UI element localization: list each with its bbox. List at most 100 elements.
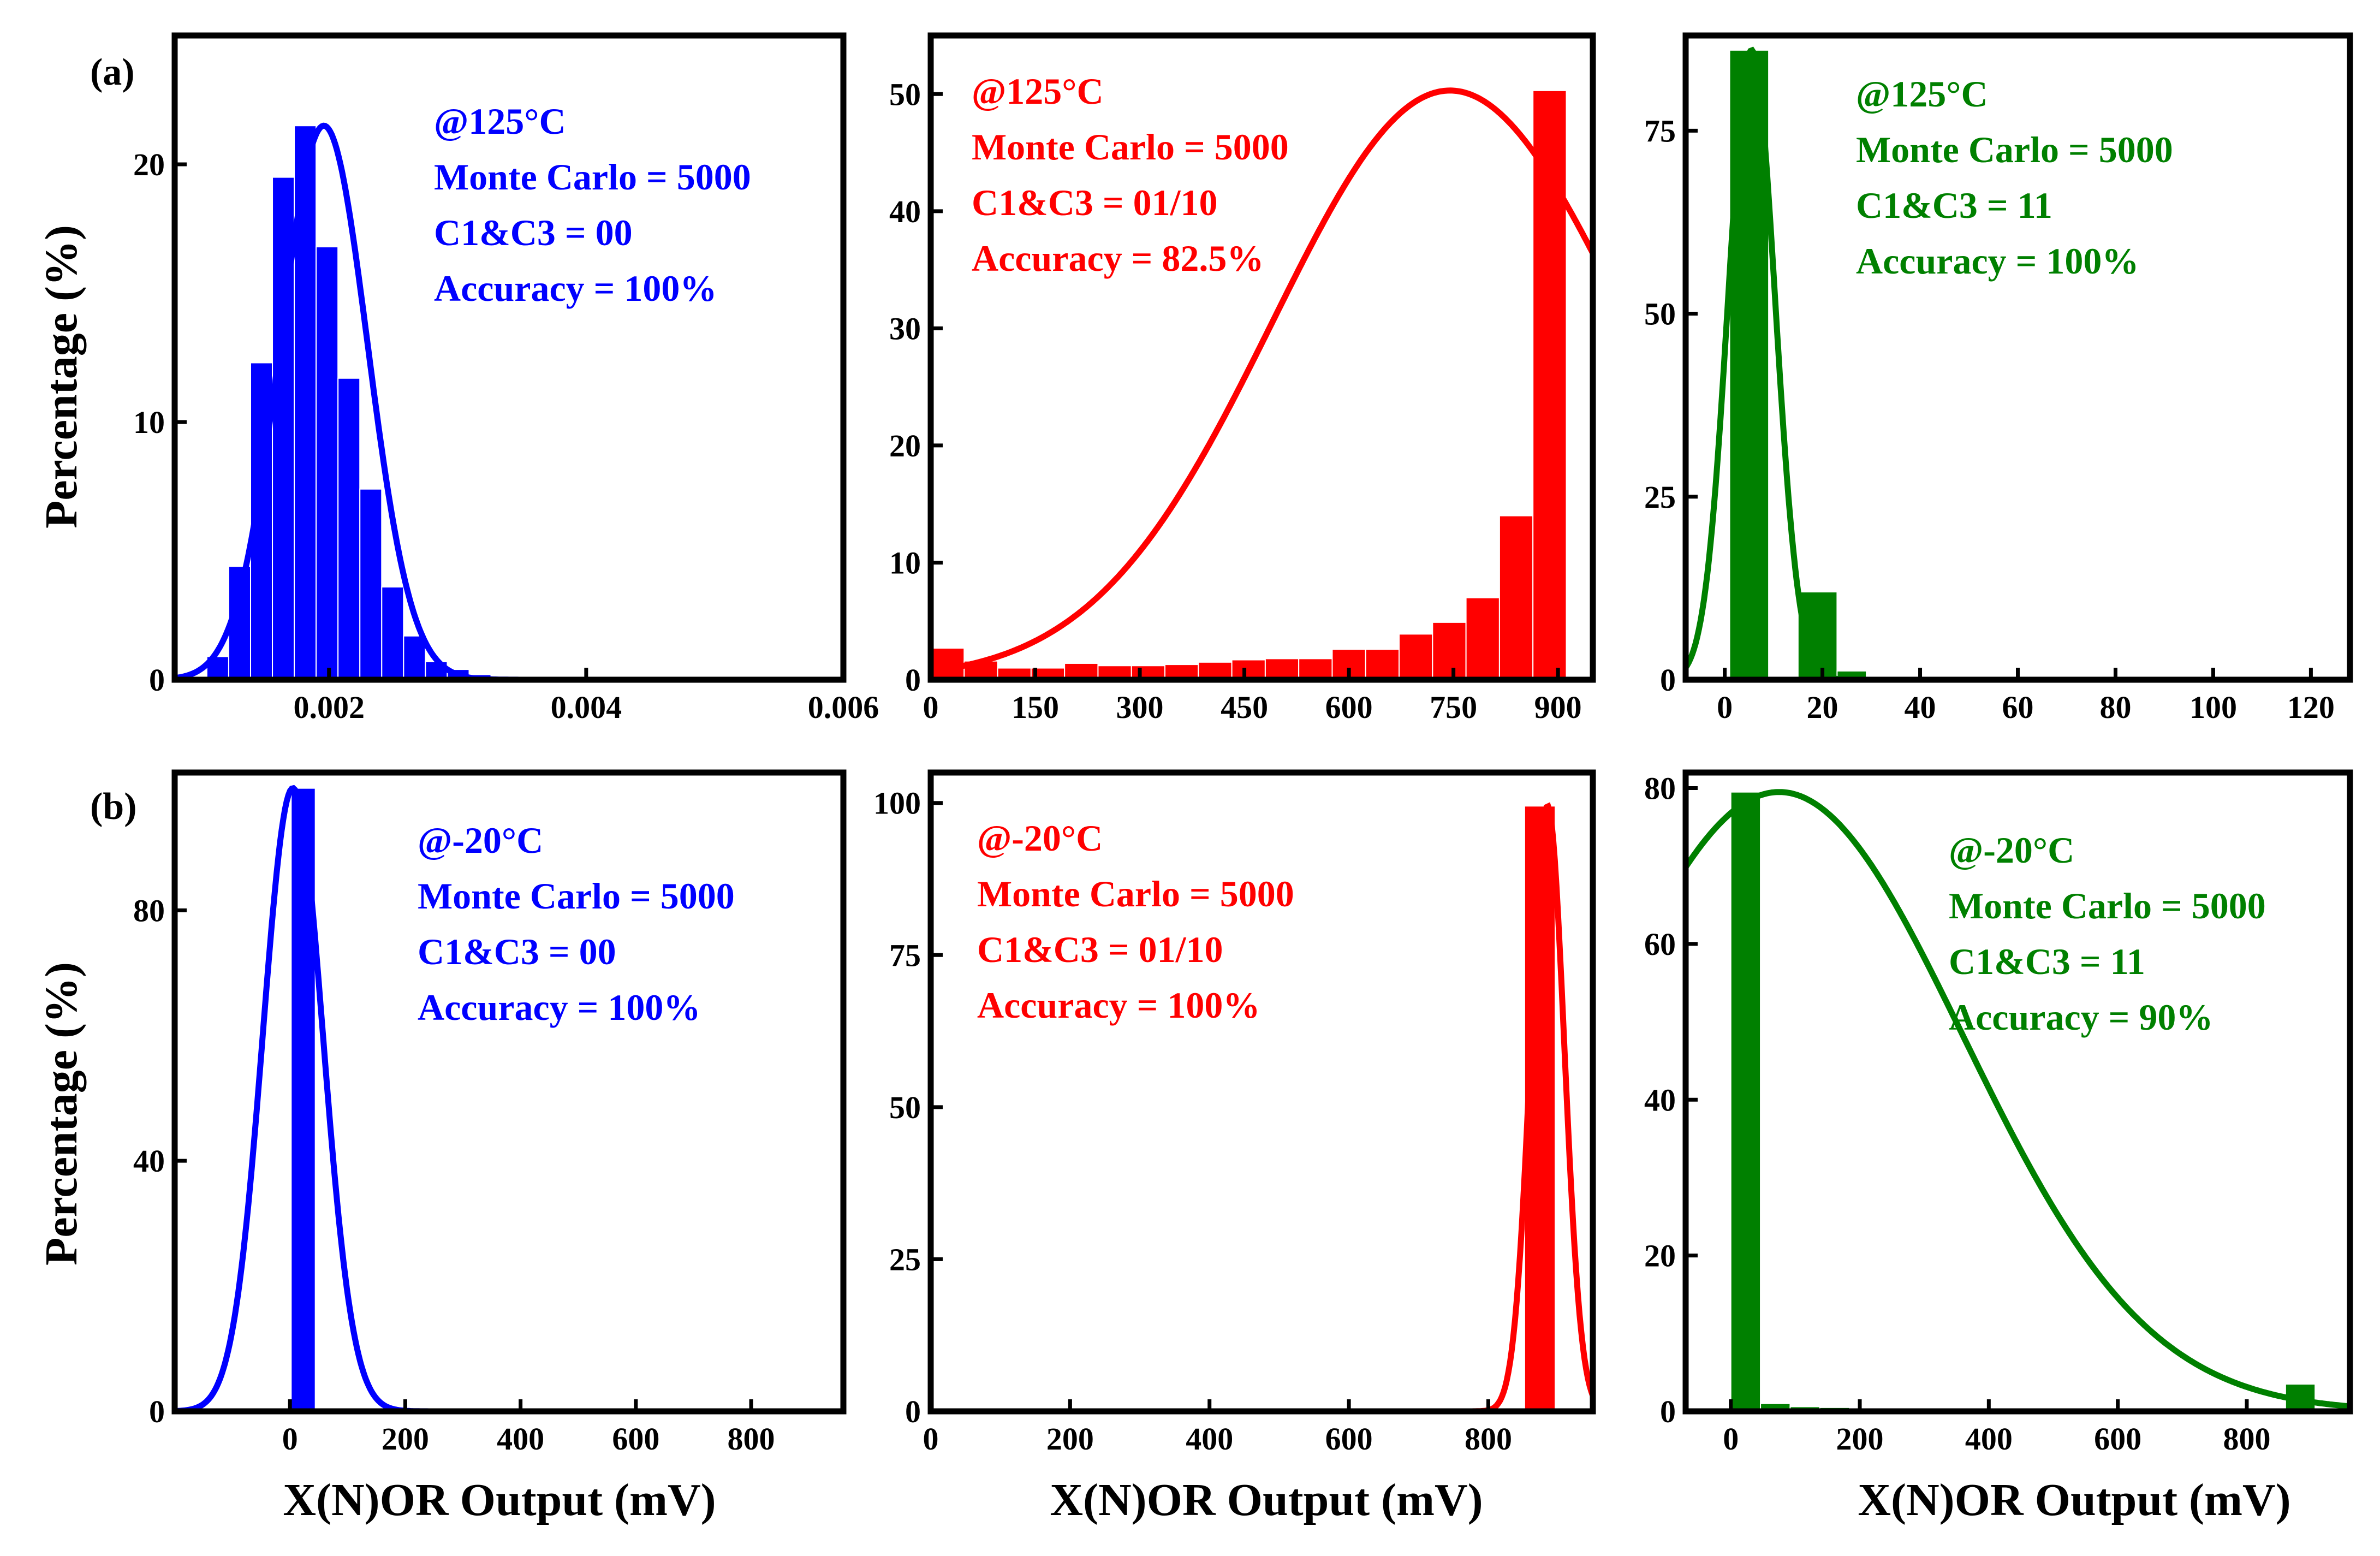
histogram-bar-15 xyxy=(1399,633,1433,680)
x-tick-label: 0 xyxy=(282,1421,298,1457)
chart-panel-b-neg20c-c1c3-00: 0 200 400 600 800 0 40 80 @-20°C Monte Carlo = 50… xyxy=(133,769,847,1457)
annotation-line-3: C1&C3 = 11 xyxy=(1856,185,2052,226)
x-tick-label: 400 xyxy=(1186,1421,1233,1457)
annotation-line-4: Accuracy = 90% xyxy=(1949,996,2213,1038)
y-tick-label: 80 xyxy=(133,893,165,928)
annotation-line-2: Monte Carlo = 5000 xyxy=(1949,885,2266,927)
plot-area xyxy=(931,87,1593,680)
x-tick-label: 0 xyxy=(1717,690,1733,725)
y-tick-label: 20 xyxy=(133,147,165,182)
annotation-line-4: Accuracy = 100% xyxy=(1856,240,2139,282)
x-tick-label: 40 xyxy=(1905,690,1936,725)
y-tick-label: 40 xyxy=(1644,1082,1676,1118)
y-axis-label-row-a: Percentage (%) xyxy=(36,225,87,528)
x-tick-label: 0.002 xyxy=(293,690,365,725)
x-axis-label-col-1: X(N)OR Output (mV) xyxy=(283,1475,716,1525)
annotation-line-4: Accuracy = 100% xyxy=(977,984,1260,1026)
x-tick-label: 0 xyxy=(1723,1421,1739,1457)
annotation-line-4: Accuracy = 100% xyxy=(418,987,700,1028)
fit-curve xyxy=(175,785,843,1411)
x-axis-label-col-2: X(N)OR Output (mV) xyxy=(1050,1475,1483,1525)
x-tick-label: 120 xyxy=(2287,690,2335,725)
y-tick-label: 50 xyxy=(889,1090,921,1125)
x-tick-label: 800 xyxy=(728,1421,775,1457)
x-tick-label: 900 xyxy=(1534,690,1582,725)
annotation-line-2: Monte Carlo = 5000 xyxy=(1856,129,2173,170)
histogram-bar-14 xyxy=(1365,649,1400,680)
histogram-bar-1 xyxy=(1730,791,1762,1411)
histogram-bar-18 xyxy=(1498,515,1534,680)
histogram-bar-6 xyxy=(316,246,339,680)
histogram-bar-11 xyxy=(1264,658,1300,680)
fit-curve xyxy=(1686,46,2350,680)
histogram-bar-17 xyxy=(1465,597,1500,680)
row-label-b: (b) xyxy=(90,786,137,828)
histogram-bar-12 xyxy=(1298,658,1333,680)
annotation-line-2: Monte Carlo = 5000 xyxy=(972,126,1289,168)
chart-panel-a-125c-c1c3-01-10: 0 150 300 450 600 750 900 0 10 20 30 40 50 @125°C Mont… xyxy=(889,32,1596,725)
chart-panel-a-125c-c1c3-00: 0.002 0.004 0.006 0 10 20 @125°C Monte Carlo = … xyxy=(133,32,879,725)
y-tick-label: 75 xyxy=(1644,113,1676,149)
x-tick-label: 400 xyxy=(497,1421,544,1457)
y-tick-label: 60 xyxy=(1644,927,1676,962)
y-tick-label: 0 xyxy=(149,1394,165,1429)
axes-frame xyxy=(1682,769,2353,1415)
x-tick-label: 600 xyxy=(1325,690,1373,725)
y-tick-label: 0 xyxy=(905,662,921,698)
x-tick-label: 600 xyxy=(612,1421,659,1457)
y-tick-label: 10 xyxy=(133,405,165,440)
y-tick-label: 0 xyxy=(905,1394,921,1429)
y-tick-label: 80 xyxy=(1644,771,1676,806)
x-tick-label: 60 xyxy=(2002,690,2034,725)
annotation-line-1: @-20°C xyxy=(1949,829,2074,871)
annotation-line-1: @-20°C xyxy=(977,817,1103,859)
x-tick-label: 80 xyxy=(2099,690,2131,725)
x-tick-label: 0.004 xyxy=(551,690,622,725)
histogram-bar-16 xyxy=(1432,621,1467,680)
x-tick-label: 20 xyxy=(1807,690,1838,725)
histogram-bar-8 xyxy=(359,488,383,680)
row-label-a: (a) xyxy=(90,51,135,93)
y-tick-label: 100 xyxy=(873,786,921,821)
chart-panel-b-neg20c-c1c3-11: 0 200 400 600 800 0 20 40 60 80 @-20°C Monte Carlo … xyxy=(1644,769,2353,1457)
annotation-line-2: Monte Carlo = 5000 xyxy=(434,156,751,198)
chart-panel-a-125c-c1c3-11: 0 20 40 60 80 100 120 0 25 50 75 @125°C Monte Carlo … xyxy=(1644,32,2353,725)
annotation-line-1: @125°C xyxy=(1856,73,1988,115)
y-tick-label: 25 xyxy=(889,1242,921,1277)
fit-curve xyxy=(931,87,1593,675)
x-tick-label: 800 xyxy=(1465,1421,1512,1457)
x-tick-label: 800 xyxy=(2223,1421,2270,1457)
histogram-bar-10 xyxy=(1231,659,1266,680)
y-tick-label: 75 xyxy=(889,937,921,973)
axes-frame xyxy=(171,769,847,1415)
annotation-line-3: C1&C3 = 01/10 xyxy=(977,929,1223,970)
annotation-line-3: C1&C3 = 01/10 xyxy=(972,182,1218,223)
x-tick-label: 0 xyxy=(923,690,939,725)
x-tick-label: 600 xyxy=(2094,1421,2141,1457)
x-tick-label: 200 xyxy=(1836,1421,1884,1457)
x-tick-label: 200 xyxy=(1046,1421,1094,1457)
annotation-line-3: C1&C3 = 11 xyxy=(1949,941,2145,982)
x-tick-label: 200 xyxy=(382,1421,429,1457)
plot-area xyxy=(1686,46,2350,680)
annotation-line-2: Monte Carlo = 5000 xyxy=(977,873,1294,914)
y-tick-label: 0 xyxy=(1660,1394,1676,1429)
x-tick-label: 600 xyxy=(1325,1421,1373,1457)
y-tick-label: 30 xyxy=(889,311,921,346)
y-axis-label-row-b: Percentage (%) xyxy=(36,962,87,1266)
annotation-line-1: @125°C xyxy=(972,70,1104,112)
x-tick-label: 750 xyxy=(1430,690,1477,725)
annotation-line-4: Accuracy = 82.5% xyxy=(972,237,1264,279)
x-tick-label: 400 xyxy=(1965,1421,2013,1457)
x-tick-label: 100 xyxy=(2189,690,2237,725)
annotation-line-1: @-20°C xyxy=(418,819,543,861)
y-tick-label: 20 xyxy=(889,428,921,464)
histogram-bar-7 xyxy=(337,377,361,680)
y-tick-label: 40 xyxy=(889,194,921,229)
y-tick-label: 10 xyxy=(889,545,921,580)
x-tick-label: 0.006 xyxy=(808,690,879,725)
annotation-line-3: C1&C3 = 00 xyxy=(418,931,616,972)
y-tick-label: 40 xyxy=(133,1143,165,1179)
annotation-line-1: @125°C xyxy=(434,100,566,142)
